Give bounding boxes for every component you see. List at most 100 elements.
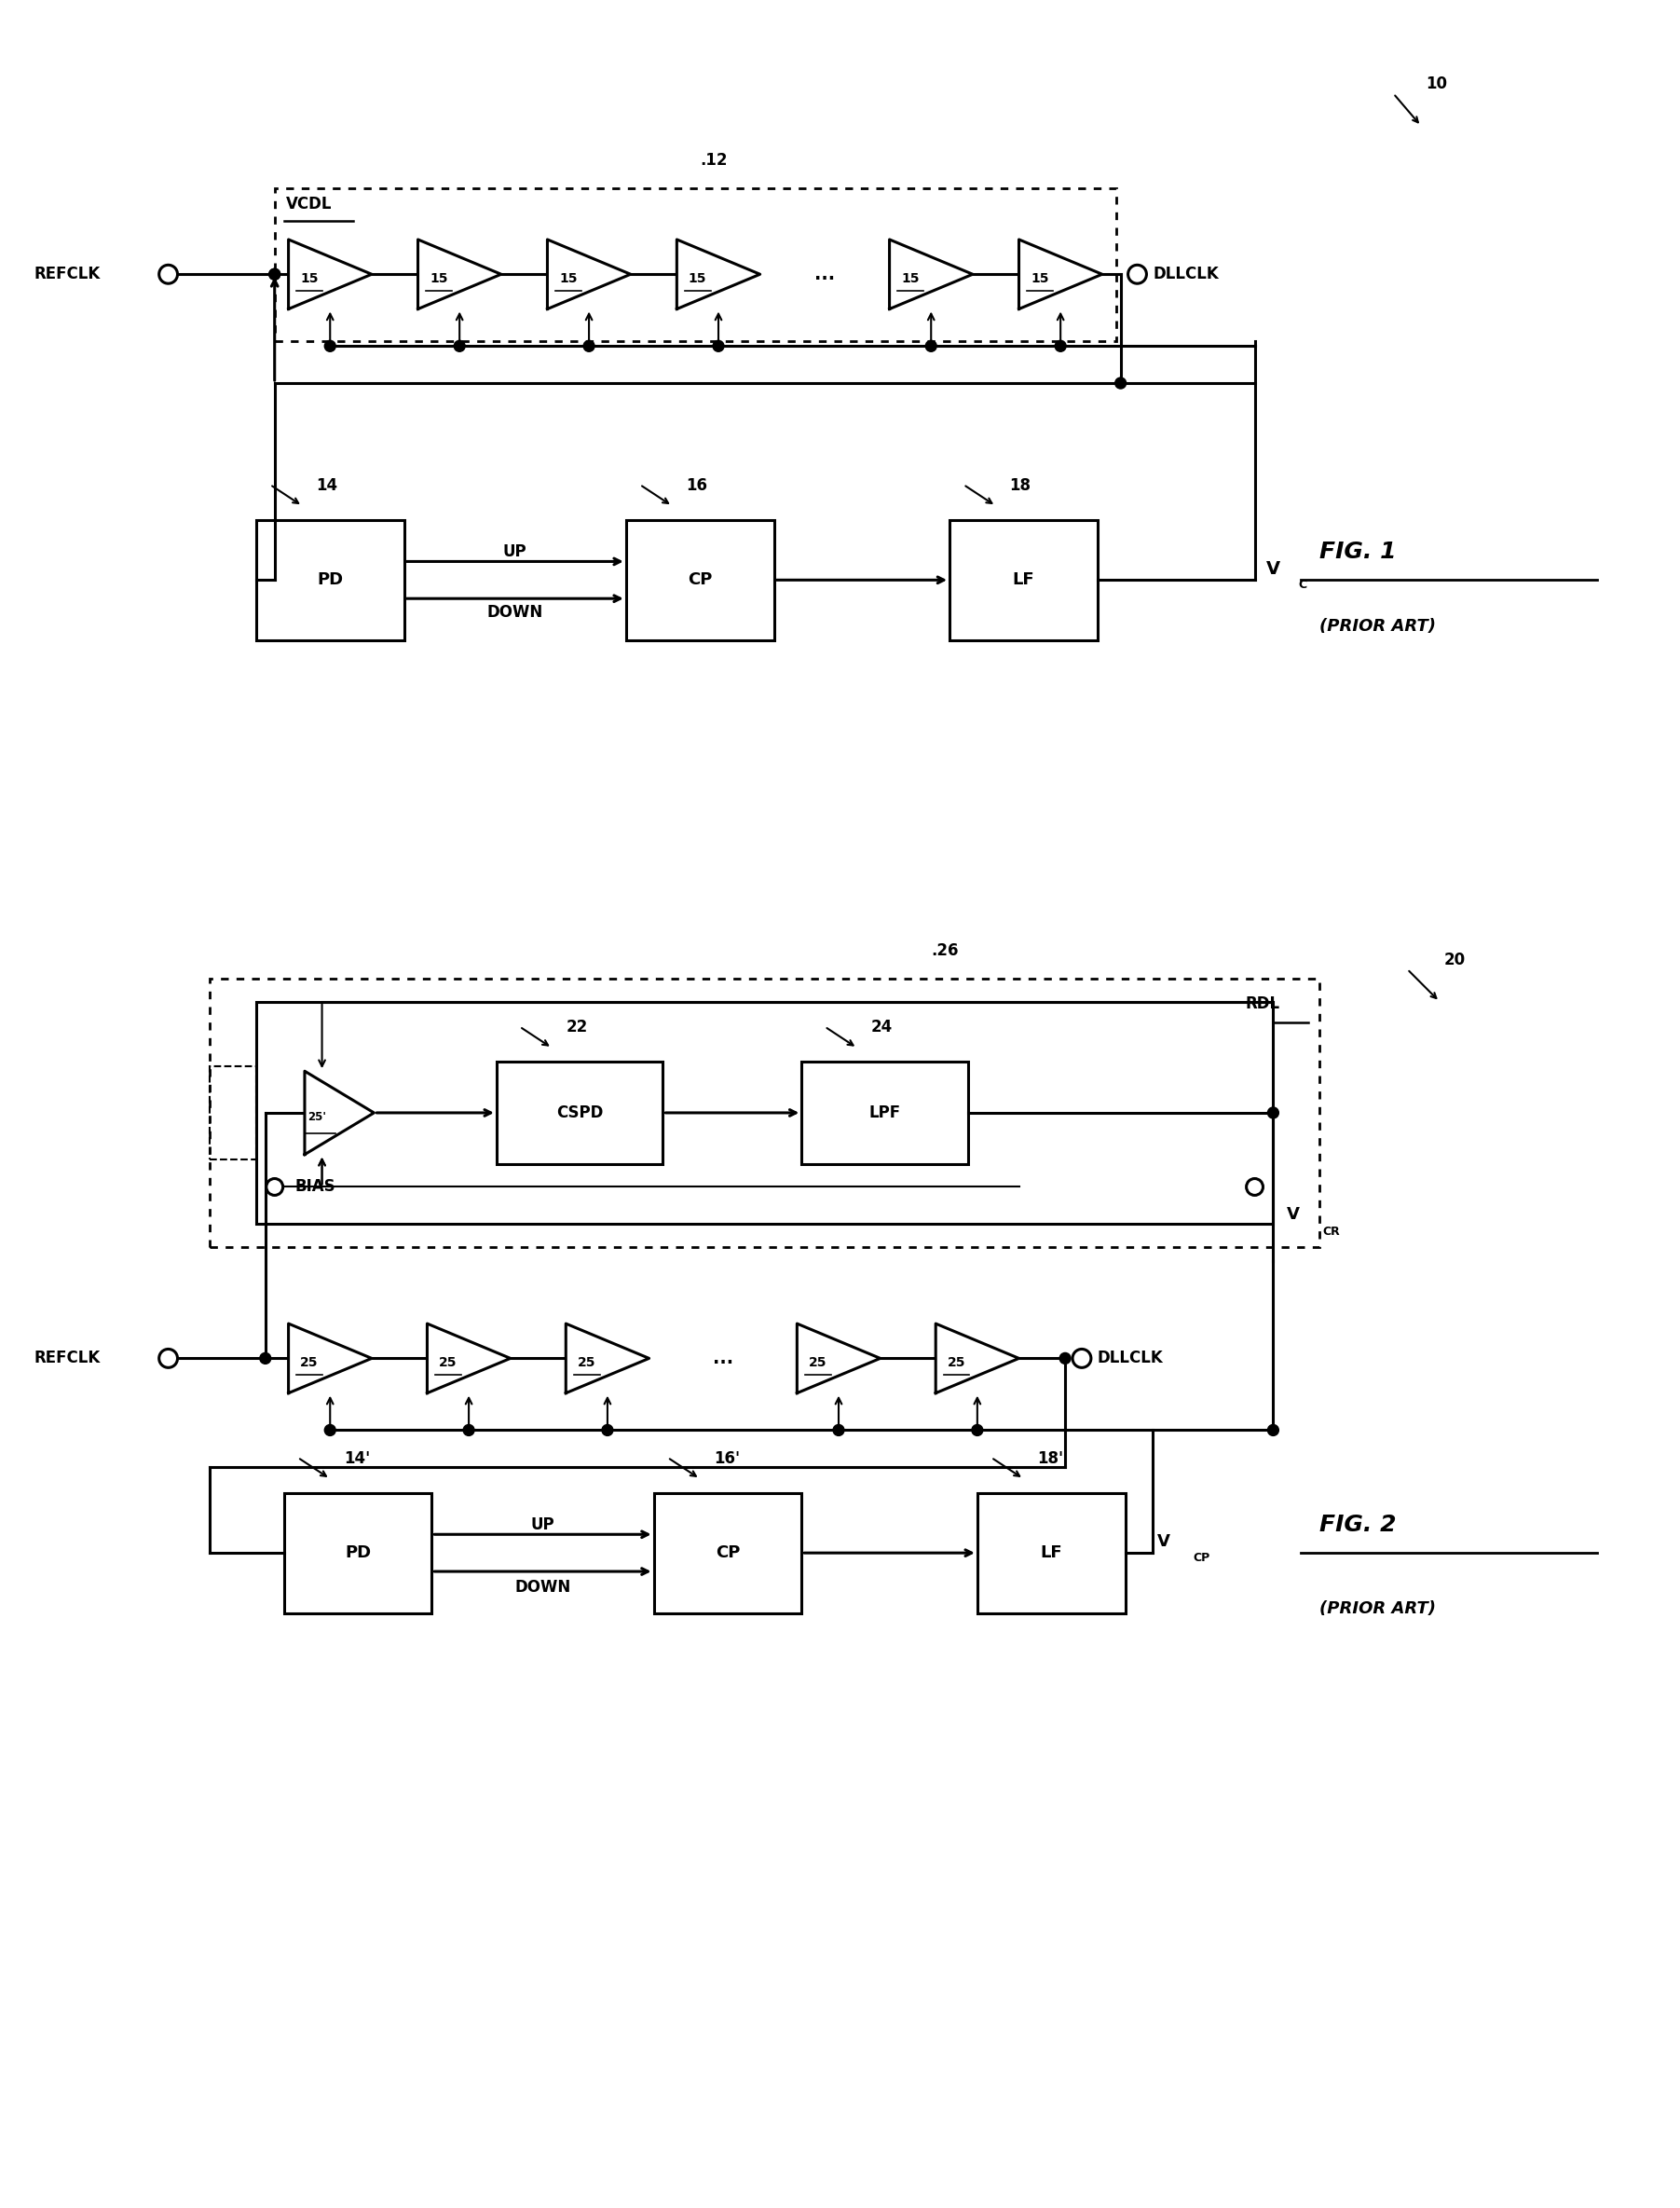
Text: ...: ... (815, 265, 835, 283)
Circle shape (1055, 340, 1067, 351)
Text: REFCLK: REFCLK (34, 1349, 101, 1367)
Circle shape (712, 340, 724, 351)
Text: PD: PD (344, 1546, 371, 1561)
Text: CP: CP (716, 1546, 739, 1561)
Text: LPF: LPF (869, 1104, 900, 1122)
Circle shape (1072, 1349, 1090, 1367)
Text: V: V (1158, 1532, 1171, 1550)
Bar (978, 1493, 1126, 1614)
Text: LF: LF (1040, 1546, 1062, 1561)
Text: 14: 14 (316, 477, 338, 495)
Text: 15: 15 (689, 272, 707, 285)
Text: FIG. 2: FIG. 2 (1319, 1515, 1396, 1537)
Polygon shape (304, 1071, 375, 1155)
Text: VCDL: VCDL (286, 197, 333, 212)
Text: 15: 15 (900, 272, 919, 285)
Bar (255, 519, 405, 640)
Circle shape (1247, 1179, 1263, 1195)
Text: CP: CP (1193, 1552, 1210, 1563)
Circle shape (1060, 1354, 1070, 1365)
Circle shape (1127, 265, 1146, 283)
Text: BIAS: BIAS (296, 1179, 336, 1195)
Text: 20: 20 (1445, 952, 1465, 969)
Circle shape (160, 265, 178, 283)
Text: UP: UP (502, 543, 528, 561)
Text: PD: PD (318, 572, 343, 587)
Polygon shape (566, 1323, 648, 1393)
Text: V: V (1287, 1206, 1300, 1223)
Text: (PRIOR ART): (PRIOR ART) (1319, 618, 1436, 634)
Polygon shape (677, 238, 759, 309)
Circle shape (1268, 1424, 1278, 1435)
Bar (949, 519, 1097, 640)
Polygon shape (418, 238, 501, 309)
Text: 25: 25 (301, 1356, 319, 1369)
Text: RDL: RDL (1245, 996, 1280, 1011)
Bar (210, 978, 1319, 1248)
Bar (274, 188, 1116, 342)
Text: LF: LF (1013, 572, 1035, 587)
Text: 16: 16 (685, 477, 707, 495)
Bar (801, 1062, 968, 1164)
Circle shape (269, 269, 281, 280)
Text: DLLCLK: DLLCLK (1152, 265, 1220, 283)
Text: 10: 10 (1426, 75, 1446, 93)
Text: 18: 18 (1010, 477, 1032, 495)
Text: 15: 15 (559, 272, 578, 285)
Text: DOWN: DOWN (514, 1579, 571, 1596)
Circle shape (160, 1349, 178, 1367)
Text: C: C (1299, 578, 1307, 592)
Text: 16': 16' (714, 1451, 739, 1466)
Polygon shape (889, 238, 973, 309)
Circle shape (260, 1354, 270, 1365)
Text: FIG. 1: FIG. 1 (1319, 541, 1396, 563)
Circle shape (1116, 378, 1126, 389)
Polygon shape (427, 1323, 511, 1393)
Text: 25: 25 (578, 1356, 596, 1369)
Bar (497, 1062, 664, 1164)
Bar (255, 1002, 1273, 1223)
Bar (627, 519, 774, 640)
Circle shape (454, 340, 465, 351)
Text: 24: 24 (870, 1020, 892, 1036)
Text: 25: 25 (948, 1356, 966, 1369)
Bar (210, 1066, 255, 1159)
Text: DLLCLK: DLLCLK (1097, 1349, 1164, 1367)
Circle shape (324, 340, 336, 351)
Circle shape (1268, 1106, 1278, 1119)
Circle shape (583, 340, 595, 351)
Polygon shape (936, 1323, 1018, 1393)
Text: CR: CR (1322, 1225, 1339, 1236)
Circle shape (833, 1424, 843, 1435)
Text: CSPD: CSPD (556, 1104, 603, 1122)
Text: .26: .26 (931, 943, 959, 958)
Circle shape (926, 340, 937, 351)
Text: .12: .12 (701, 152, 727, 170)
Text: UP: UP (531, 1517, 554, 1535)
Circle shape (971, 1424, 983, 1435)
Text: 15: 15 (1030, 272, 1048, 285)
Text: 22: 22 (566, 1020, 588, 1036)
Bar (654, 1493, 801, 1614)
Text: 25: 25 (808, 1356, 827, 1369)
Polygon shape (1018, 238, 1102, 309)
Text: REFCLK: REFCLK (34, 265, 101, 283)
Text: 25: 25 (438, 1356, 457, 1369)
Text: 15: 15 (301, 272, 319, 285)
Bar (284, 1493, 432, 1614)
Text: 18': 18' (1038, 1451, 1063, 1466)
Polygon shape (796, 1323, 880, 1393)
Polygon shape (289, 1323, 371, 1393)
Text: 14': 14' (344, 1451, 370, 1466)
Polygon shape (548, 238, 630, 309)
Text: 15: 15 (430, 272, 449, 285)
Text: CP: CP (687, 572, 712, 587)
Polygon shape (289, 238, 371, 309)
Text: V: V (1265, 561, 1280, 578)
Circle shape (267, 1179, 282, 1195)
Circle shape (269, 269, 281, 280)
Circle shape (601, 1424, 613, 1435)
Text: (PRIOR ART): (PRIOR ART) (1319, 1601, 1436, 1616)
Text: ...: ... (712, 1349, 734, 1367)
Circle shape (464, 1424, 474, 1435)
